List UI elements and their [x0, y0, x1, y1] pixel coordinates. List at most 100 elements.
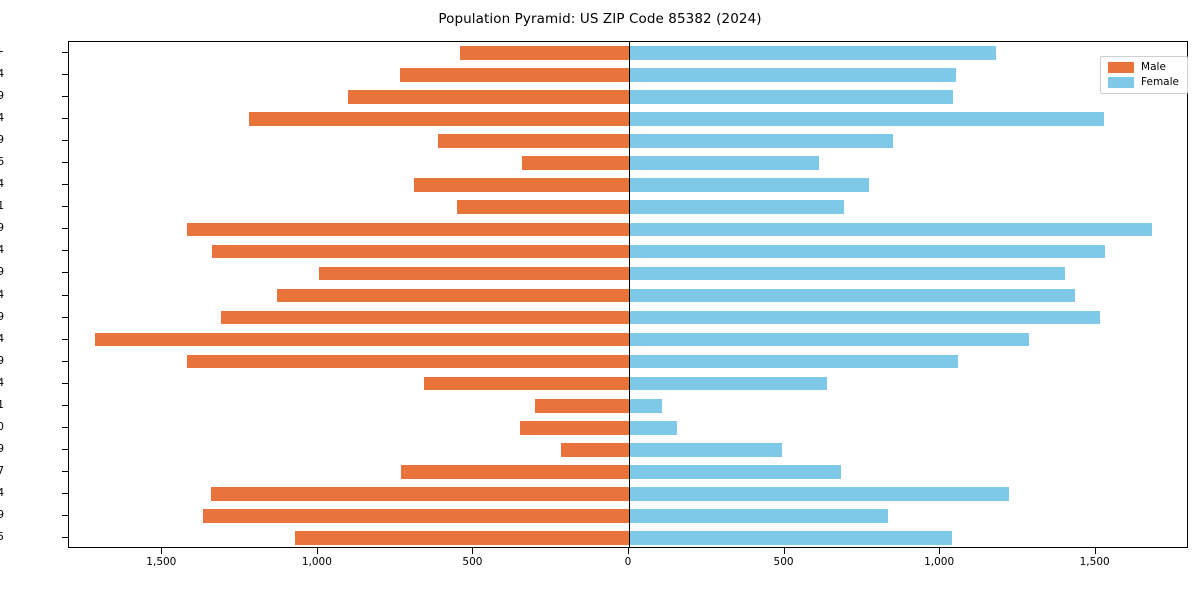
bar-male: [295, 531, 629, 545]
bar-male: [534, 398, 629, 413]
y-axis-tick-mark: [62, 514, 68, 516]
y-axis-tick-mark: [62, 382, 68, 384]
x-axis-tick-label: 1,000: [924, 556, 955, 568]
bar-male: [212, 244, 629, 259]
y-axis-tick-mark: [62, 140, 68, 142]
bar-female: [629, 398, 663, 413]
y-axis-tick-mark: [62, 184, 68, 186]
bar-male: [318, 266, 629, 281]
chart-title: Population Pyramid: US ZIP Code 85382 (2…: [438, 11, 762, 27]
y-axis-tick-mark: [62, 492, 68, 494]
bar-male: [560, 442, 629, 457]
pyramid-row: [69, 531, 1187, 545]
y-axis-tick-label: 67-69: [0, 134, 4, 147]
bar-male: [211, 487, 629, 501]
bar-female: [629, 531, 952, 545]
pyramid-row: [69, 487, 1187, 501]
bar-female: [629, 200, 844, 215]
y-axis-tick-mark: [62, 96, 68, 98]
y-axis-tick-label: 85+: [0, 46, 4, 58]
pyramid-row: [69, 310, 1187, 325]
y-axis-tick-label: 80-84: [0, 68, 4, 81]
bar-female: [629, 288, 1075, 303]
y-axis-tick-mark: [62, 294, 68, 296]
bar-male: [187, 354, 629, 369]
pyramid-row: [69, 509, 1187, 523]
y-axis-tick-label: 45-49: [0, 266, 4, 279]
x-axis-tick-mark: [1094, 548, 1096, 554]
y-axis-tick-mark: [62, 448, 68, 450]
y-axis-tick-label: 22-24: [0, 376, 4, 389]
y-axis-tick-mark: [62, 118, 68, 120]
bar-male: [438, 134, 629, 149]
x-axis-tick-mark: [161, 548, 163, 554]
y-axis-tick-mark: [62, 52, 68, 54]
bar-male: [187, 222, 629, 237]
bar-female: [629, 46, 997, 60]
y-axis-tick-label: 15-17: [0, 464, 4, 477]
y-axis-tick-label: 35-39: [0, 310, 4, 323]
pyramid-row: [69, 376, 1187, 391]
bar-female: [629, 244, 1105, 259]
y-axis-tick-label: 65-66: [0, 156, 4, 169]
y-axis-tick-label: 55-59: [0, 222, 4, 235]
chart-legend: Male Female: [1100, 56, 1188, 94]
pyramid-row: [69, 465, 1187, 479]
y-axis-tick-label: 60-61: [0, 200, 4, 213]
y-axis-tick-label: 62-64: [0, 178, 4, 191]
pyramid-row: [69, 46, 1187, 60]
y-axis-tick-label: 40-44: [0, 288, 4, 301]
y-axis-tick-label: 5-9: [0, 508, 4, 521]
pyramid-row: [69, 288, 1187, 303]
bar-male: [399, 68, 629, 82]
legend-swatch-icon: [1108, 62, 1135, 73]
bar-female: [629, 156, 819, 171]
y-axis-tick-mark: [62, 228, 68, 230]
bar-female: [629, 134, 893, 149]
y-axis-tick-mark: [62, 426, 68, 428]
x-axis-tick-mark: [939, 548, 941, 554]
y-axis-tick-label: 18-19: [0, 442, 4, 455]
y-axis-tick-label: 21: [0, 398, 4, 411]
legend-item[interactable]: Female: [1108, 77, 1179, 88]
bar-male: [94, 332, 629, 347]
x-axis-tick-label: 0: [624, 556, 632, 568]
pyramid-row: [69, 266, 1187, 281]
bar-female: [629, 310, 1100, 325]
pyramid-row: [69, 222, 1187, 237]
pyramid-row: [69, 420, 1187, 435]
pyramid-row: [69, 112, 1187, 126]
legend-item[interactable]: Male: [1108, 62, 1179, 73]
bar-male: [202, 509, 629, 523]
bar-male: [414, 178, 629, 193]
bar-female: [629, 376, 828, 391]
y-axis-tick-label: Under 5: [0, 530, 4, 543]
y-axis-tick-mark: [62, 272, 68, 274]
bar-female: [629, 222, 1152, 237]
y-axis-tick-mark: [62, 536, 68, 538]
y-axis-tick-mark: [62, 316, 68, 318]
x-axis-tick-label: 1,500: [1079, 556, 1110, 568]
pyramid-row: [69, 134, 1187, 149]
zero-axis-line: [629, 42, 631, 547]
bar-male: [520, 420, 629, 435]
x-axis-tick-label: 500: [462, 556, 483, 568]
bar-male: [277, 288, 629, 303]
legend-swatch-icon: [1108, 77, 1135, 88]
bar-female: [629, 487, 1010, 501]
x-axis-tick-label: 1,000: [301, 556, 332, 568]
bar-male: [248, 112, 629, 126]
bar-female: [629, 332, 1030, 347]
pyramid-row: [69, 398, 1187, 413]
pyramid-row: [69, 244, 1187, 259]
bar-male: [522, 156, 629, 171]
y-axis-tick-label: 25-29: [0, 354, 4, 367]
legend-label: Male: [1141, 61, 1166, 73]
bar-female: [629, 354, 958, 369]
bar-female: [629, 266, 1065, 281]
pyramid-row: [69, 442, 1187, 457]
bar-female: [629, 442, 783, 457]
plot-area: [68, 41, 1188, 548]
y-axis-tick-mark: [62, 162, 68, 164]
x-axis-tick-mark: [472, 548, 474, 554]
